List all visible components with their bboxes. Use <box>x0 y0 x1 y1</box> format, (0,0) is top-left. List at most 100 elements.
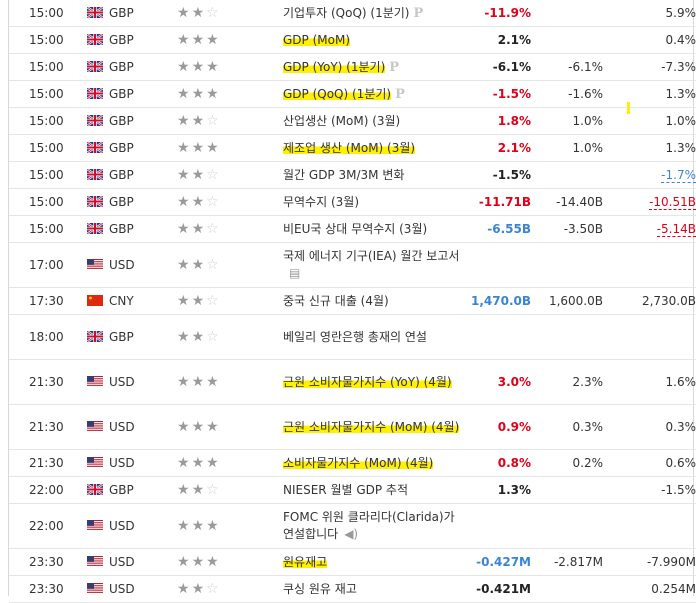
table-row[interactable]: 15:00 GBP ★★☆ 월간 GDP 3M/3M 변화 -1.5% -1.7… <box>9 162 696 189</box>
event-name[interactable]: 기업투자 (QoQ) (1분기) <box>283 6 409 20</box>
event-name[interactable]: 비EU국 상대 무역수지 (3월) <box>283 222 427 236</box>
table-row[interactable]: 18:00 GBP ★★☆ 베일리 영란은행 총재의 연설 <box>9 315 696 360</box>
actual-value: 1.3% <box>467 477 531 504</box>
table-row[interactable]: 15:00 GBP ★★☆ 무역수지 (3월) -11.71B -14.40B … <box>9 189 696 216</box>
table-row[interactable]: 17:00 USD ★★☆ 국제 에너지 기구(IEA) 월간 보고서▤ <box>9 243 696 288</box>
table-row[interactable]: 22:00 GBP ★★☆ NIESER 월별 GDP 추적 1.3% -1.5… <box>9 477 696 504</box>
event-cell[interactable]: FOMC 위원 클라리다(Clarida)가 연설합니다◀) <box>277 504 467 549</box>
table-row[interactable]: 23:30 USD ★★★ 원유재고 -0.427M -2.817M -7.99… <box>9 549 696 576</box>
event-cell[interactable]: GDP (MoM) <box>277 27 467 54</box>
actual-value <box>467 243 531 288</box>
event-time: 21:30 <box>9 360 87 405</box>
forecast-value: 0.3% <box>531 405 603 450</box>
document-icon[interactable]: ▤ <box>289 265 300 282</box>
previous-cell: 0.6% <box>603 450 696 477</box>
importance-star-icon: ★ <box>177 518 192 534</box>
table-row[interactable]: 15:00 GBP ★★★ GDP (QoQ) (1분기)P -1.5% -1.… <box>9 81 696 108</box>
highlight-mark <box>627 102 630 114</box>
event-cell[interactable]: NIESER 월별 GDP 추적 <box>277 477 467 504</box>
importance: ★★☆ <box>177 189 277 216</box>
event-time: 17:30 <box>9 288 87 315</box>
table-row[interactable]: 15:00 GBP ★★☆ 산업생산 (MoM) (3월) 1.8% 1.0% … <box>9 108 696 135</box>
event-cell[interactable]: 원유재고 <box>277 549 467 576</box>
event-name[interactable]: 제조업 생산 (MoM) (3월) <box>283 141 415 155</box>
event-cell[interactable]: 쿠싱 원유 재고 <box>277 576 467 603</box>
flag-gb-icon <box>87 484 103 495</box>
previous-cell: 0.3% <box>603 405 696 450</box>
table-row[interactable]: 15:00 GBP ★★★ GDP (YoY) (1분기)P -6.1% -6.… <box>9 54 696 81</box>
event-cell[interactable]: 무역수지 (3월) <box>277 189 467 216</box>
currency-code: GBP <box>109 33 134 47</box>
event-name[interactable]: 무역수지 (3월) <box>283 195 359 209</box>
flag-us-icon <box>87 520 103 531</box>
table-row[interactable]: 21:30 USD ★★★ 근원 소비자물가지수 (YoY) (4월) 3.0%… <box>9 360 696 405</box>
previous-cell <box>603 504 696 549</box>
event-time: 15:00 <box>9 135 87 162</box>
currency-cell: GBP <box>87 81 177 108</box>
event-name[interactable]: GDP (MoM) <box>283 33 350 47</box>
table-row[interactable]: 17:30 CNY ★★☆ 중국 신규 대출 (4월) 1,470.0B 1,6… <box>9 288 696 315</box>
event-cell[interactable]: 국제 에너지 기구(IEA) 월간 보고서 ▤ <box>277 243 467 288</box>
importance: ★★☆ <box>177 477 277 504</box>
previous-value: -5.14B <box>657 222 696 237</box>
table-row[interactable]: 15:00 GBP ★★☆ 비EU국 상대 무역수지 (3월) -6.55B -… <box>9 216 696 243</box>
table-row[interactable]: 15:00 GBP ★★★ GDP (MoM) 2.1% 0.4% <box>9 27 696 54</box>
event-time: 18:00 <box>9 315 87 360</box>
event-name[interactable]: 원유재고 <box>283 555 327 569</box>
event-cell[interactable]: 월간 GDP 3M/3M 변화 <box>277 162 467 189</box>
table-row[interactable]: 21:30 USD ★★★ 근원 소비자물가지수 (MoM) (4월) 0.9%… <box>9 405 696 450</box>
event-name[interactable]: 베일리 영란은행 총재의 연설 <box>283 330 427 344</box>
event-time: 15:00 <box>9 0 87 27</box>
event-name[interactable]: 쿠싱 원유 재고 <box>283 582 357 596</box>
preliminary-badge: P <box>413 5 423 22</box>
event-name[interactable]: GDP (QoQ) (1분기) <box>283 87 391 101</box>
importance-star-icon: ☆ <box>206 257 221 273</box>
event-cell[interactable]: 근원 소비자물가지수 (YoY) (4월) <box>277 360 467 405</box>
table-row[interactable]: 15:00 GBP ★★☆ 기업투자 (QoQ) (1분기)P -11.9% 5… <box>9 0 696 27</box>
previous-cell: 1.0% <box>603 108 696 135</box>
event-name[interactable]: 월간 GDP 3M/3M 변화 <box>283 168 404 182</box>
flag-gb-icon <box>87 223 103 234</box>
economic-calendar: 15:00 GBP ★★☆ 기업투자 (QoQ) (1분기)P -11.9% 5… <box>8 0 694 596</box>
event-time: 15:00 <box>9 54 87 81</box>
event-name[interactable]: 산업생산 (MoM) (3월) <box>283 114 400 128</box>
previous-value: -1.7% <box>661 168 696 183</box>
event-cell[interactable]: GDP (QoQ) (1분기)P <box>277 81 467 108</box>
currency-code: GBP <box>109 483 134 497</box>
forecast-value <box>531 576 603 603</box>
previous-value: 0.6% <box>666 456 696 470</box>
event-name[interactable]: FOMC 위원 클라리다(Clarida)가 연설합니다 <box>283 510 455 541</box>
event-name[interactable]: 근원 소비자물가지수 (YoY) (4월) <box>283 375 452 389</box>
table-row[interactable]: 21:30 USD ★★★ 소비자물가지수 (MoM) (4월) 0.8% 0.… <box>9 450 696 477</box>
currency-cell: GBP <box>87 135 177 162</box>
previous-cell: 1.3% <box>603 81 696 108</box>
event-name[interactable]: 근원 소비자물가지수 (MoM) (4월) <box>283 420 459 434</box>
importance: ★★☆ <box>177 0 277 27</box>
event-name[interactable]: 중국 신규 대출 (4월) <box>283 294 389 308</box>
event-cell[interactable]: 비EU국 상대 무역수지 (3월) <box>277 216 467 243</box>
previous-value: -10.51B <box>649 195 696 210</box>
importance-star-icon: ★ <box>206 554 221 570</box>
importance: ★★☆ <box>177 315 277 360</box>
event-cell[interactable]: 베일리 영란은행 총재의 연설 <box>277 315 467 360</box>
event-cell[interactable]: GDP (YoY) (1분기)P <box>277 54 467 81</box>
event-cell[interactable]: 산업생산 (MoM) (3월) <box>277 108 467 135</box>
event-name[interactable]: 소비자물가지수 (MoM) (4월) <box>283 456 433 470</box>
event-name[interactable]: NIESER 월별 GDP 추적 <box>283 483 408 497</box>
importance-star-icon: ★ <box>192 221 207 237</box>
table-row[interactable]: 15:00 GBP ★★★ 제조업 생산 (MoM) (3월) 2.1% 1.0… <box>9 135 696 162</box>
currency-cell: USD <box>87 576 177 603</box>
previous-cell: -7.3% <box>603 54 696 81</box>
event-cell[interactable]: 중국 신규 대출 (4월) <box>277 288 467 315</box>
event-cell[interactable]: 소비자물가지수 (MoM) (4월) <box>277 450 467 477</box>
importance-star-icon: ★ <box>192 518 207 534</box>
event-name[interactable]: 국제 에너지 기구(IEA) 월간 보고서 <box>283 249 459 263</box>
actual-value: -1.5% <box>467 162 531 189</box>
event-cell[interactable]: 기업투자 (QoQ) (1분기) P <box>277 0 467 27</box>
table-row[interactable]: 23:30 USD ★★☆ 쿠싱 원유 재고 -0.421M 0.254M <box>9 576 696 603</box>
speaker-icon[interactable]: ◀) <box>344 526 358 543</box>
event-name[interactable]: GDP (YoY) (1분기) <box>283 60 385 74</box>
event-cell[interactable]: 근원 소비자물가지수 (MoM) (4월) <box>277 405 467 450</box>
table-row[interactable]: 22:00 USD ★★★ FOMC 위원 클라리다(Clarida)가 연설합… <box>9 504 696 549</box>
event-cell[interactable]: 제조업 생산 (MoM) (3월) <box>277 135 467 162</box>
